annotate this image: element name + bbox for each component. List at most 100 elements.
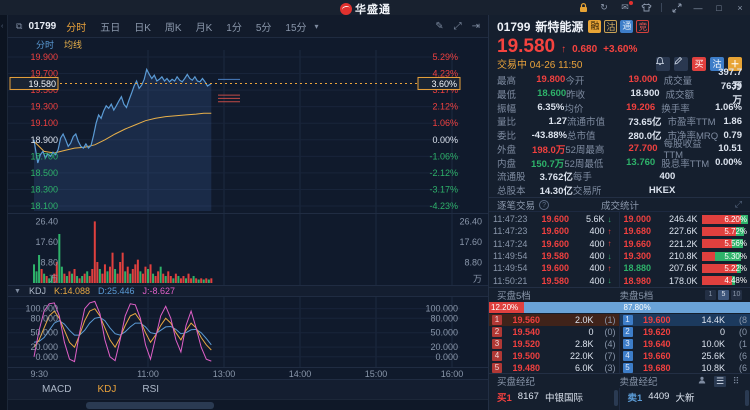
svg-text:-1.06%: -1.06% (429, 151, 458, 161)
bid-level-row[interactable]: 5 19.480 6.0K (3) (489, 362, 619, 374)
stat-row: 19.680 227.6K 5.72% (624, 225, 749, 237)
ask-level-row[interactable]: 2 19.620 0 (0 (620, 326, 750, 338)
indicator-tab-MACD[interactable]: MACD (42, 384, 72, 395)
kdj-k-value: K:14.088 (53, 286, 90, 296)
tab-分时[interactable]: 分时 (66, 22, 87, 34)
chevron-left-icon: ‹ (1, 23, 4, 30)
change-arrow-icon: ↑ (561, 44, 567, 55)
note-edit-icon[interactable] (674, 56, 688, 71)
sell-button[interactable]: 沽 (710, 56, 724, 71)
volume-pane[interactable]: 26.40 26.40 17.60 17.60 8.80 8.80 万 万 (8, 213, 488, 285)
svg-text:26.40: 26.40 (459, 216, 482, 226)
stat-price: 18.980 (623, 275, 652, 286)
depth-view-5[interactable]: 5 (718, 289, 729, 300)
svg-text:19.580: 19.580 (28, 79, 56, 89)
stat-percent: 6.20% (724, 214, 747, 224)
alert-bell-icon[interactable] (656, 56, 670, 71)
legend-minute-line: 分时 (36, 39, 55, 50)
mail-icon[interactable]: ✉ (619, 0, 633, 14)
tab-周K[interactable]: 周K (164, 22, 182, 34)
collapse-icon[interactable]: ▼ (14, 287, 21, 295)
tick-row: 11:49:54 19.580 400 ↓ (493, 250, 615, 262)
window-pin-icon[interactable]: ⧉ (16, 20, 23, 31)
bid-level-row[interactable]: 3 19.520 2.8K (4) (489, 338, 619, 350)
stat-volume: 178.0K (668, 275, 698, 286)
ask-level-row[interactable]: 1 19.600 14.4K (8 (619, 314, 750, 326)
stat-percent: 5.56% (724, 239, 747, 249)
quote-value: 19.206 (626, 101, 656, 113)
theme-skin-icon[interactable] (640, 2, 652, 14)
bid-broker-row[interactable]: 买1 8167 中银国际 (497, 390, 611, 404)
scrollbar-thumb[interactable] (86, 402, 214, 409)
fullscreen-icon[interactable]: ⤢ (453, 20, 462, 32)
ask-level-row[interactable]: 3 19.640 10.0K (1 (620, 338, 750, 350)
svg-text:18.500: 18.500 (30, 168, 58, 178)
left-collapsed-sidebar[interactable]: ‹ (0, 15, 8, 410)
multi-screen-icon[interactable] (671, 2, 683, 14)
tick-row: 11:49:54 19.600 400 ↑ (493, 262, 615, 274)
broker-list-view-icon[interactable]: ☰ (714, 375, 726, 387)
expand-icon[interactable]: ⤢ (734, 199, 742, 209)
stock-badge-融: 融 (588, 20, 602, 33)
ask-levels-title: 卖盘5档 (619, 290, 654, 302)
tab-15分[interactable]: 15分 (285, 22, 307, 34)
quote-label: 交易所 (572, 186, 602, 198)
buy-button[interactable]: 买 (692, 56, 706, 71)
bid-broker-scrollbar[interactable] (613, 390, 618, 406)
depth-view-1[interactable]: 1 (705, 289, 716, 300)
ask-level-count: (6 (738, 351, 747, 361)
bid-level-price: 19.560 (512, 315, 540, 325)
bid-level-number: 4 (492, 351, 502, 361)
price-row: 19.580 ↑ 0.680 +3.60% (489, 37, 750, 56)
stat-bar-red (701, 263, 737, 273)
bid-broker-id: 8167 (517, 391, 539, 402)
bid-level-number: 2 (492, 327, 502, 337)
minimize-button[interactable]: — (693, 2, 703, 13)
depth-view-10[interactable]: 10 (731, 289, 742, 300)
tab-5分[interactable]: 5分 (255, 22, 272, 34)
quote-label: 市净率MRQ (667, 131, 719, 143)
indicator-tabs: MACD KDJ RSI (8, 379, 488, 399)
stat-bar-green (731, 239, 744, 249)
draw-tool-icon[interactable]: ✎ (435, 20, 444, 32)
ask-broker-scrollbar[interactable] (745, 390, 749, 406)
ask-level-row[interactable]: 4 19.660 25.6K (6 (620, 350, 750, 362)
lock-icon[interactable] (577, 2, 589, 14)
ask-level-volume: 25.6K (701, 351, 725, 361)
ask-broker-row[interactable]: 卖1 4409 大新 (628, 390, 743, 404)
stats-title: 成交统计 (601, 200, 640, 212)
tick-price: 19.600 (541, 263, 569, 274)
tab-五日[interactable]: 五日 (100, 22, 121, 34)
maximize-button[interactable]: □ (716, 2, 722, 13)
broker-grid-view-icon[interactable]: ⠿ (732, 375, 740, 386)
add-watchlist-button[interactable]: ＋ (728, 56, 742, 71)
tab-月K[interactable]: 月K (195, 22, 213, 34)
tick-row: 11:47:24 19.600 400 ↑ (493, 238, 615, 250)
tick-row: 11:47:23 19.600 5.6K ↓ (493, 213, 615, 225)
main-price-pane[interactable]: 19.900 5.29% 19.700 4.23% 19.500 3.17% 19.300 2… (8, 50, 488, 213)
kdj-pane[interactable]: 100.000 100.000 80.000 80.000 50.000 50.000 20… (8, 297, 488, 367)
broker-header: 买盘经纪 卖盘经纪 ☰ ⠿ (489, 374, 750, 388)
horizontal-scrollbar[interactable] (8, 399, 488, 410)
indicator-tab-RSI[interactable]: RSI (142, 384, 160, 395)
panel-toggle-icon[interactable]: ⇥ (471, 20, 480, 32)
bid-level-row[interactable]: 2 19.540 0 (0) (489, 326, 619, 338)
broker-person-icon[interactable] (698, 376, 710, 387)
svg-text:-4.23%: -4.23% (429, 201, 458, 211)
bid-level-volume: 0 (588, 327, 594, 337)
refresh-icon[interactable]: ↻ (600, 2, 608, 12)
tab-1分[interactable]: 1分 (226, 22, 242, 34)
tab-日K[interactable]: 日K (134, 22, 151, 34)
indicator-tab-KDJ[interactable]: KDJ (97, 384, 117, 395)
chevron-down-icon[interactable]: ▾ (314, 21, 319, 31)
ask-level-row[interactable]: 5 19.680 10.8K (6 (620, 362, 750, 374)
svg-text:18.900: 18.900 (30, 135, 58, 145)
bid-level-count: (1) (604, 315, 616, 325)
bid-level-row[interactable]: 1 19.560 2.0K (1) (489, 314, 619, 326)
ask-level-volume: 14.4K (701, 315, 725, 325)
bid-level-row[interactable]: 4 19.500 22.0K (7) (489, 350, 619, 362)
help-icon[interactable]: ? (539, 199, 550, 210)
close-button[interactable]: × (737, 2, 743, 13)
stat-row: 19.660 221.2K 5.56% (624, 238, 749, 250)
tick-price: 19.600 (541, 226, 569, 237)
